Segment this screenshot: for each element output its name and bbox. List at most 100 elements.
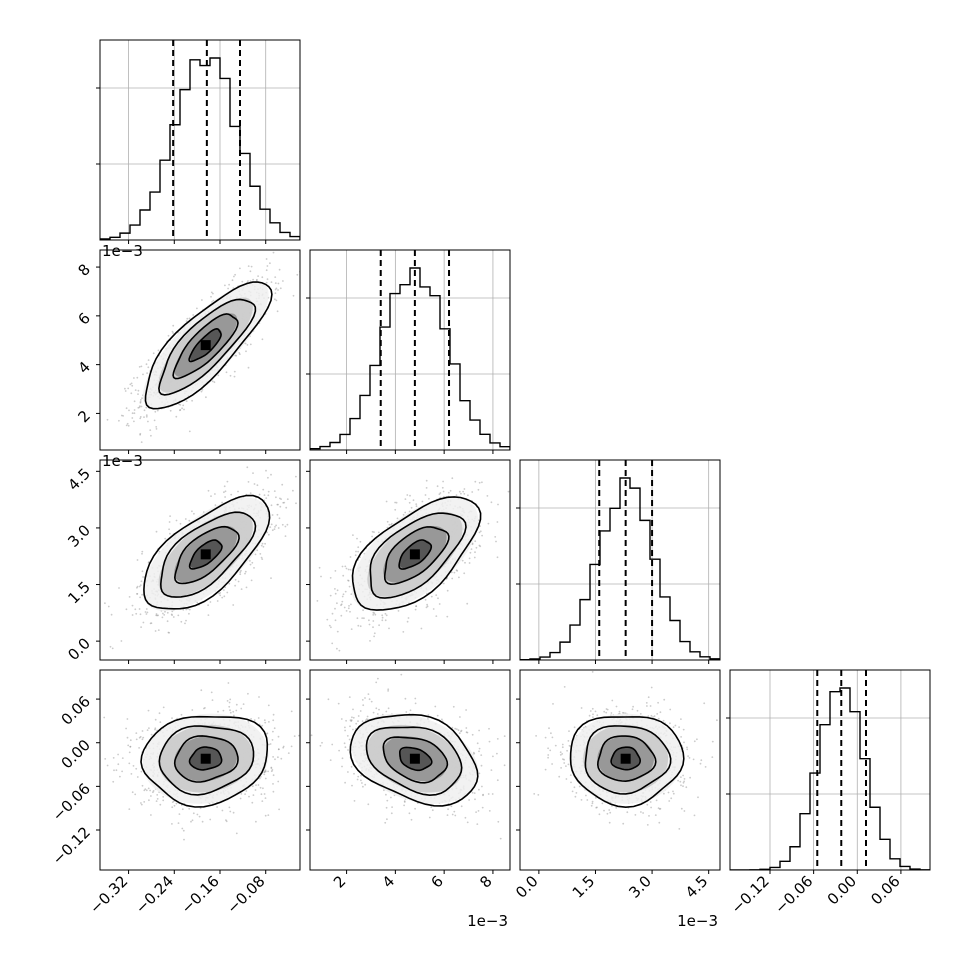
scatter-point [354,554,357,557]
scatter-point [200,689,203,692]
scatter-point [170,613,173,616]
scatter-point [372,614,375,616]
scatter-point [271,739,274,741]
scatter-point [349,610,351,613]
scatter-point [264,770,266,773]
scatter-point [182,608,185,611]
scatter-point [357,546,360,549]
scatter-point [277,289,279,291]
scatter-point [110,613,113,616]
scatter-point [177,614,180,617]
scatter-point [273,490,276,492]
scatter-point [218,592,221,595]
scatter-point [179,522,182,525]
scatter-point [155,428,158,430]
scatter-point [224,496,227,498]
scatter-point [388,523,391,526]
scatter-point [349,556,352,558]
scatter-point [139,584,142,586]
panel-0-0 [96,39,301,244]
scatter-point [139,401,142,404]
scatter-point [359,625,362,628]
scatter-point [223,595,226,598]
scatter-point [451,577,454,580]
scatter-point [228,283,231,286]
scatter-point [329,594,332,597]
scatter-point [121,757,124,759]
scatter-point [205,396,207,399]
scatter-point [144,611,147,613]
scatter-point [188,430,191,433]
scatter-point [191,399,194,402]
scatter-point [299,243,301,245]
scatter-point [263,494,266,496]
scatter-point [479,530,482,533]
scatter-point [255,279,258,282]
scatter-point [245,790,248,792]
scatter-point [357,624,360,627]
scatter-point [372,611,375,614]
scatter-point [188,317,191,320]
scatter-point [477,519,480,522]
scatter-point [407,617,410,619]
scatter-point [256,484,259,487]
scatter-point [179,409,181,412]
scatter-point [145,415,148,418]
scatter-point [249,270,252,273]
scatter-point [430,595,433,598]
scatter-point [264,770,267,773]
scatter-point [267,494,270,497]
scatter-point [404,511,407,514]
scatter-point [155,800,158,802]
scatter-point [150,622,153,624]
scatter-point [471,543,474,546]
scatter-point [449,489,452,492]
scatter-point [201,299,203,301]
contour-1 [383,526,450,586]
scatter-point [145,789,148,792]
scatter-point [372,626,374,629]
scatter-point [286,523,289,526]
scatter-point [266,265,269,267]
scatter-point [193,512,195,515]
scatter-point [409,494,411,497]
scatter-point [264,769,267,771]
scatter-point [226,700,229,702]
scatter-point [265,269,268,272]
scatter-point [229,709,231,712]
scatter-point [104,602,106,605]
scatter-point [252,472,254,474]
scatter-point [259,553,262,555]
scatter-point [119,775,121,778]
scatter-point [168,631,171,634]
scatter-point [357,550,359,553]
scatter-point [241,280,244,283]
scatter-point [279,497,281,500]
scatter-point [214,504,217,506]
scatter-point [347,607,350,610]
scatter-point [263,793,266,795]
scatter-point [373,632,376,635]
scatter-point [238,353,241,356]
scatter-point [261,542,264,545]
scatter-point [394,501,396,504]
scatter-point [126,718,129,720]
scatter-point [139,432,142,435]
scatter-point [334,619,337,622]
scatter-point [451,477,454,480]
scatter-point [495,540,497,543]
scatter-point [120,414,123,417]
scatter-point [219,592,222,594]
scatter-point [261,276,264,279]
scatter-point [155,426,158,428]
scatter-point [154,718,157,721]
scatter-point [331,612,334,615]
contour-2 [158,298,257,396]
scatter-point [428,497,430,500]
scatter-point [150,434,152,437]
scatter-point [406,494,409,496]
scatter-point [467,494,469,497]
scatter-point [277,748,280,751]
scatter-point [191,709,194,711]
scatter-point [336,589,339,592]
